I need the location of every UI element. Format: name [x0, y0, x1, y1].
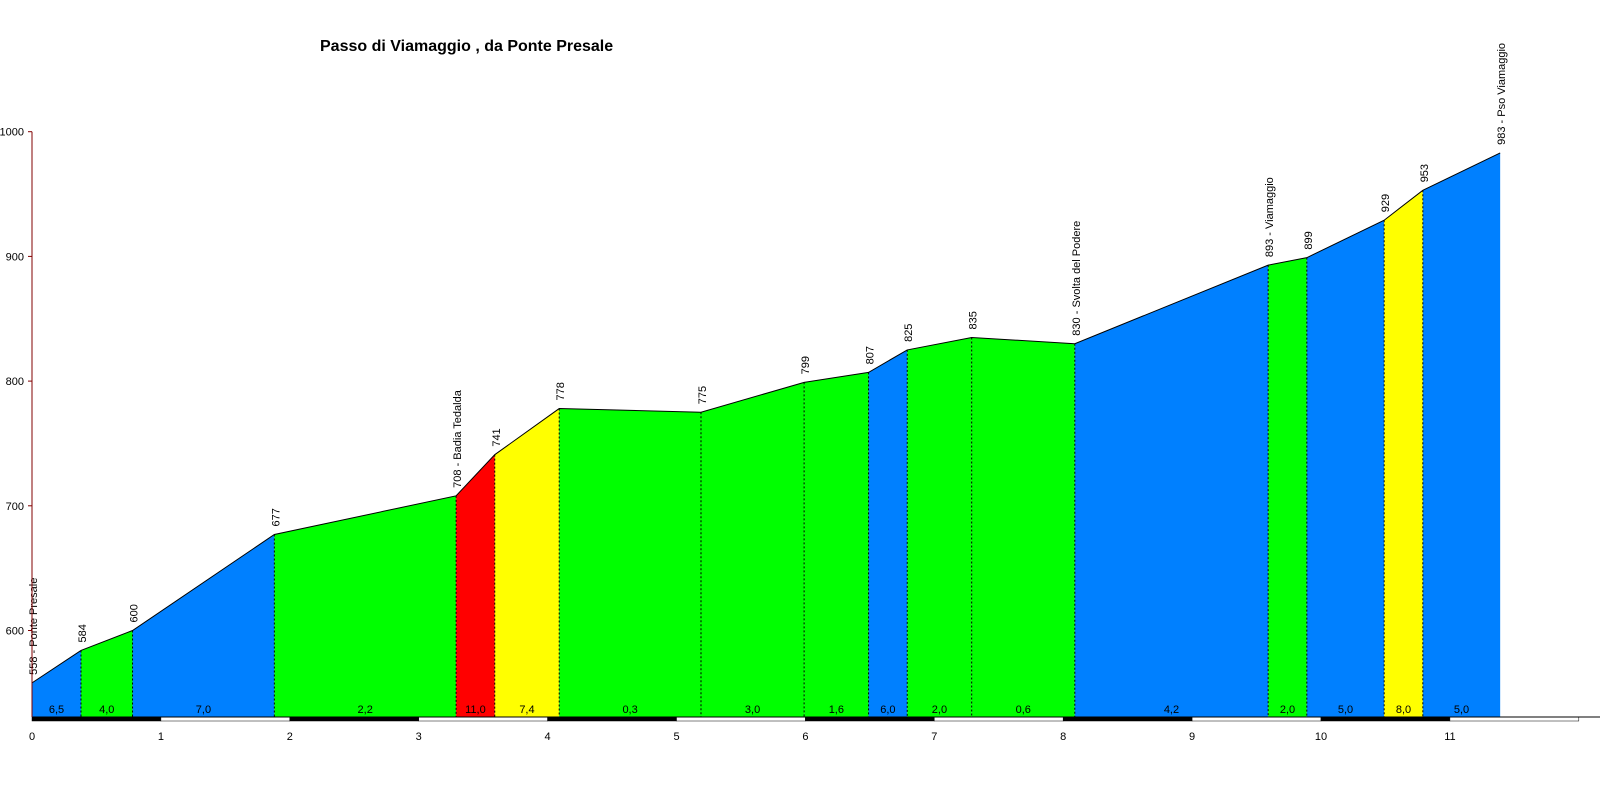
- gradient-label: 0,3: [622, 704, 637, 716]
- profile-segment: [456, 454, 495, 717]
- gradient-label: 6,5: [49, 704, 64, 716]
- profile-outline: [31, 152, 1501, 684]
- x-tick-label: 6: [802, 731, 808, 743]
- profile-segment: [132, 534, 275, 717]
- profile-segment: [1384, 190, 1423, 717]
- x-tick-label: 3: [416, 731, 422, 743]
- x-tick-label: 8: [1060, 731, 1066, 743]
- gradient-label: 7,0: [196, 704, 211, 716]
- x-tick-label: 1: [158, 731, 164, 743]
- gradient-label: 11,0: [465, 704, 486, 716]
- x-tick-label: 7: [931, 731, 937, 743]
- profile-segment: [1422, 152, 1501, 718]
- elevation-label: 708 - Badia Tedalda: [452, 389, 464, 488]
- gradient-label: 7,4: [519, 704, 534, 716]
- y-tick-label: 600: [6, 626, 24, 638]
- profile-segment: [1268, 257, 1307, 717]
- elevation-label: 558 - Ponte Presale: [28, 578, 40, 675]
- elevation-label: 899: [1303, 231, 1315, 249]
- gradient-label: 4,0: [99, 704, 114, 716]
- gradient-label: 5,0: [1454, 704, 1469, 716]
- gradient-label: 8,0: [1396, 704, 1411, 716]
- y-tick-label: 900: [6, 251, 24, 263]
- profile-segment: [1306, 220, 1385, 717]
- gradient-label: 0,6: [1016, 704, 1031, 716]
- km-band: [289, 716, 419, 722]
- elevation-label: 893 - Viamaggio: [1264, 177, 1276, 257]
- x-tick-label: 9: [1189, 731, 1195, 743]
- elevation-label: 778: [555, 382, 567, 400]
- elevation-label: 584: [77, 624, 89, 642]
- elevation-label: 825: [903, 324, 915, 342]
- gradient-label: 2,2: [358, 704, 373, 716]
- x-tick-label: 10: [1315, 731, 1327, 743]
- km-band: [934, 716, 1064, 722]
- profile-segment: [494, 408, 560, 717]
- km-band: [1062, 716, 1193, 722]
- profile-segment: [868, 349, 908, 717]
- gradient-label: 5,0: [1338, 704, 1353, 716]
- gradient-label: 3,0: [745, 704, 760, 716]
- elevation-label: 741: [491, 428, 503, 446]
- chart-title: Passo di Viamaggio , da Ponte Presale: [320, 38, 614, 55]
- profile-segment: [32, 650, 81, 717]
- x-tick-label: 11: [1444, 731, 1455, 743]
- x-tick-label: 5: [673, 731, 679, 743]
- km-band: [676, 716, 806, 722]
- y-tick-label: 800: [6, 376, 24, 388]
- x-tick-label: 2: [287, 731, 293, 743]
- elevation-label: 983 - Pso Viamaggio: [1496, 43, 1508, 145]
- gradient-label: 6,0: [880, 704, 895, 716]
- profile-segment: [700, 382, 805, 717]
- elevation-label: 807: [865, 346, 877, 364]
- elevation-label: 929: [1380, 194, 1392, 212]
- elevation-label: 600: [129, 604, 141, 622]
- elevation-label: 953: [1419, 164, 1431, 182]
- gradient-label: 2,0: [932, 704, 947, 716]
- x-tick-label: 0: [29, 731, 35, 743]
- km-band: [1320, 716, 1451, 722]
- elevation-label: 835: [968, 311, 980, 329]
- km-band: [160, 716, 291, 722]
- gradient-label: 1,6: [829, 704, 844, 716]
- gradient-label: 4,2: [1164, 704, 1179, 716]
- elevation-label: 830 - Svolta del Podere: [1071, 221, 1083, 336]
- km-band: [1191, 716, 1322, 722]
- x-tick-label: 4: [545, 731, 551, 743]
- km-band: [1449, 716, 1580, 722]
- profile-segment: [80, 630, 133, 717]
- km-band: [418, 716, 548, 722]
- gradient-label: 2,0: [1280, 704, 1295, 716]
- km-band: [547, 716, 677, 722]
- elevation-label: 775: [697, 386, 709, 404]
- profile-segment: [971, 337, 1075, 717]
- profile-segment: [559, 408, 701, 717]
- elevation-label: 799: [800, 356, 812, 374]
- profile-segment: [907, 337, 972, 717]
- elevation-label: 677: [270, 508, 282, 526]
- profile-segment: [274, 495, 457, 717]
- profile-segment: [804, 372, 869, 717]
- y-tick-label: 1000: [0, 127, 24, 139]
- km-band: [31, 716, 162, 722]
- profile-segment: [1074, 265, 1269, 717]
- km-band: [805, 716, 935, 722]
- y-tick-label: 700: [6, 501, 24, 513]
